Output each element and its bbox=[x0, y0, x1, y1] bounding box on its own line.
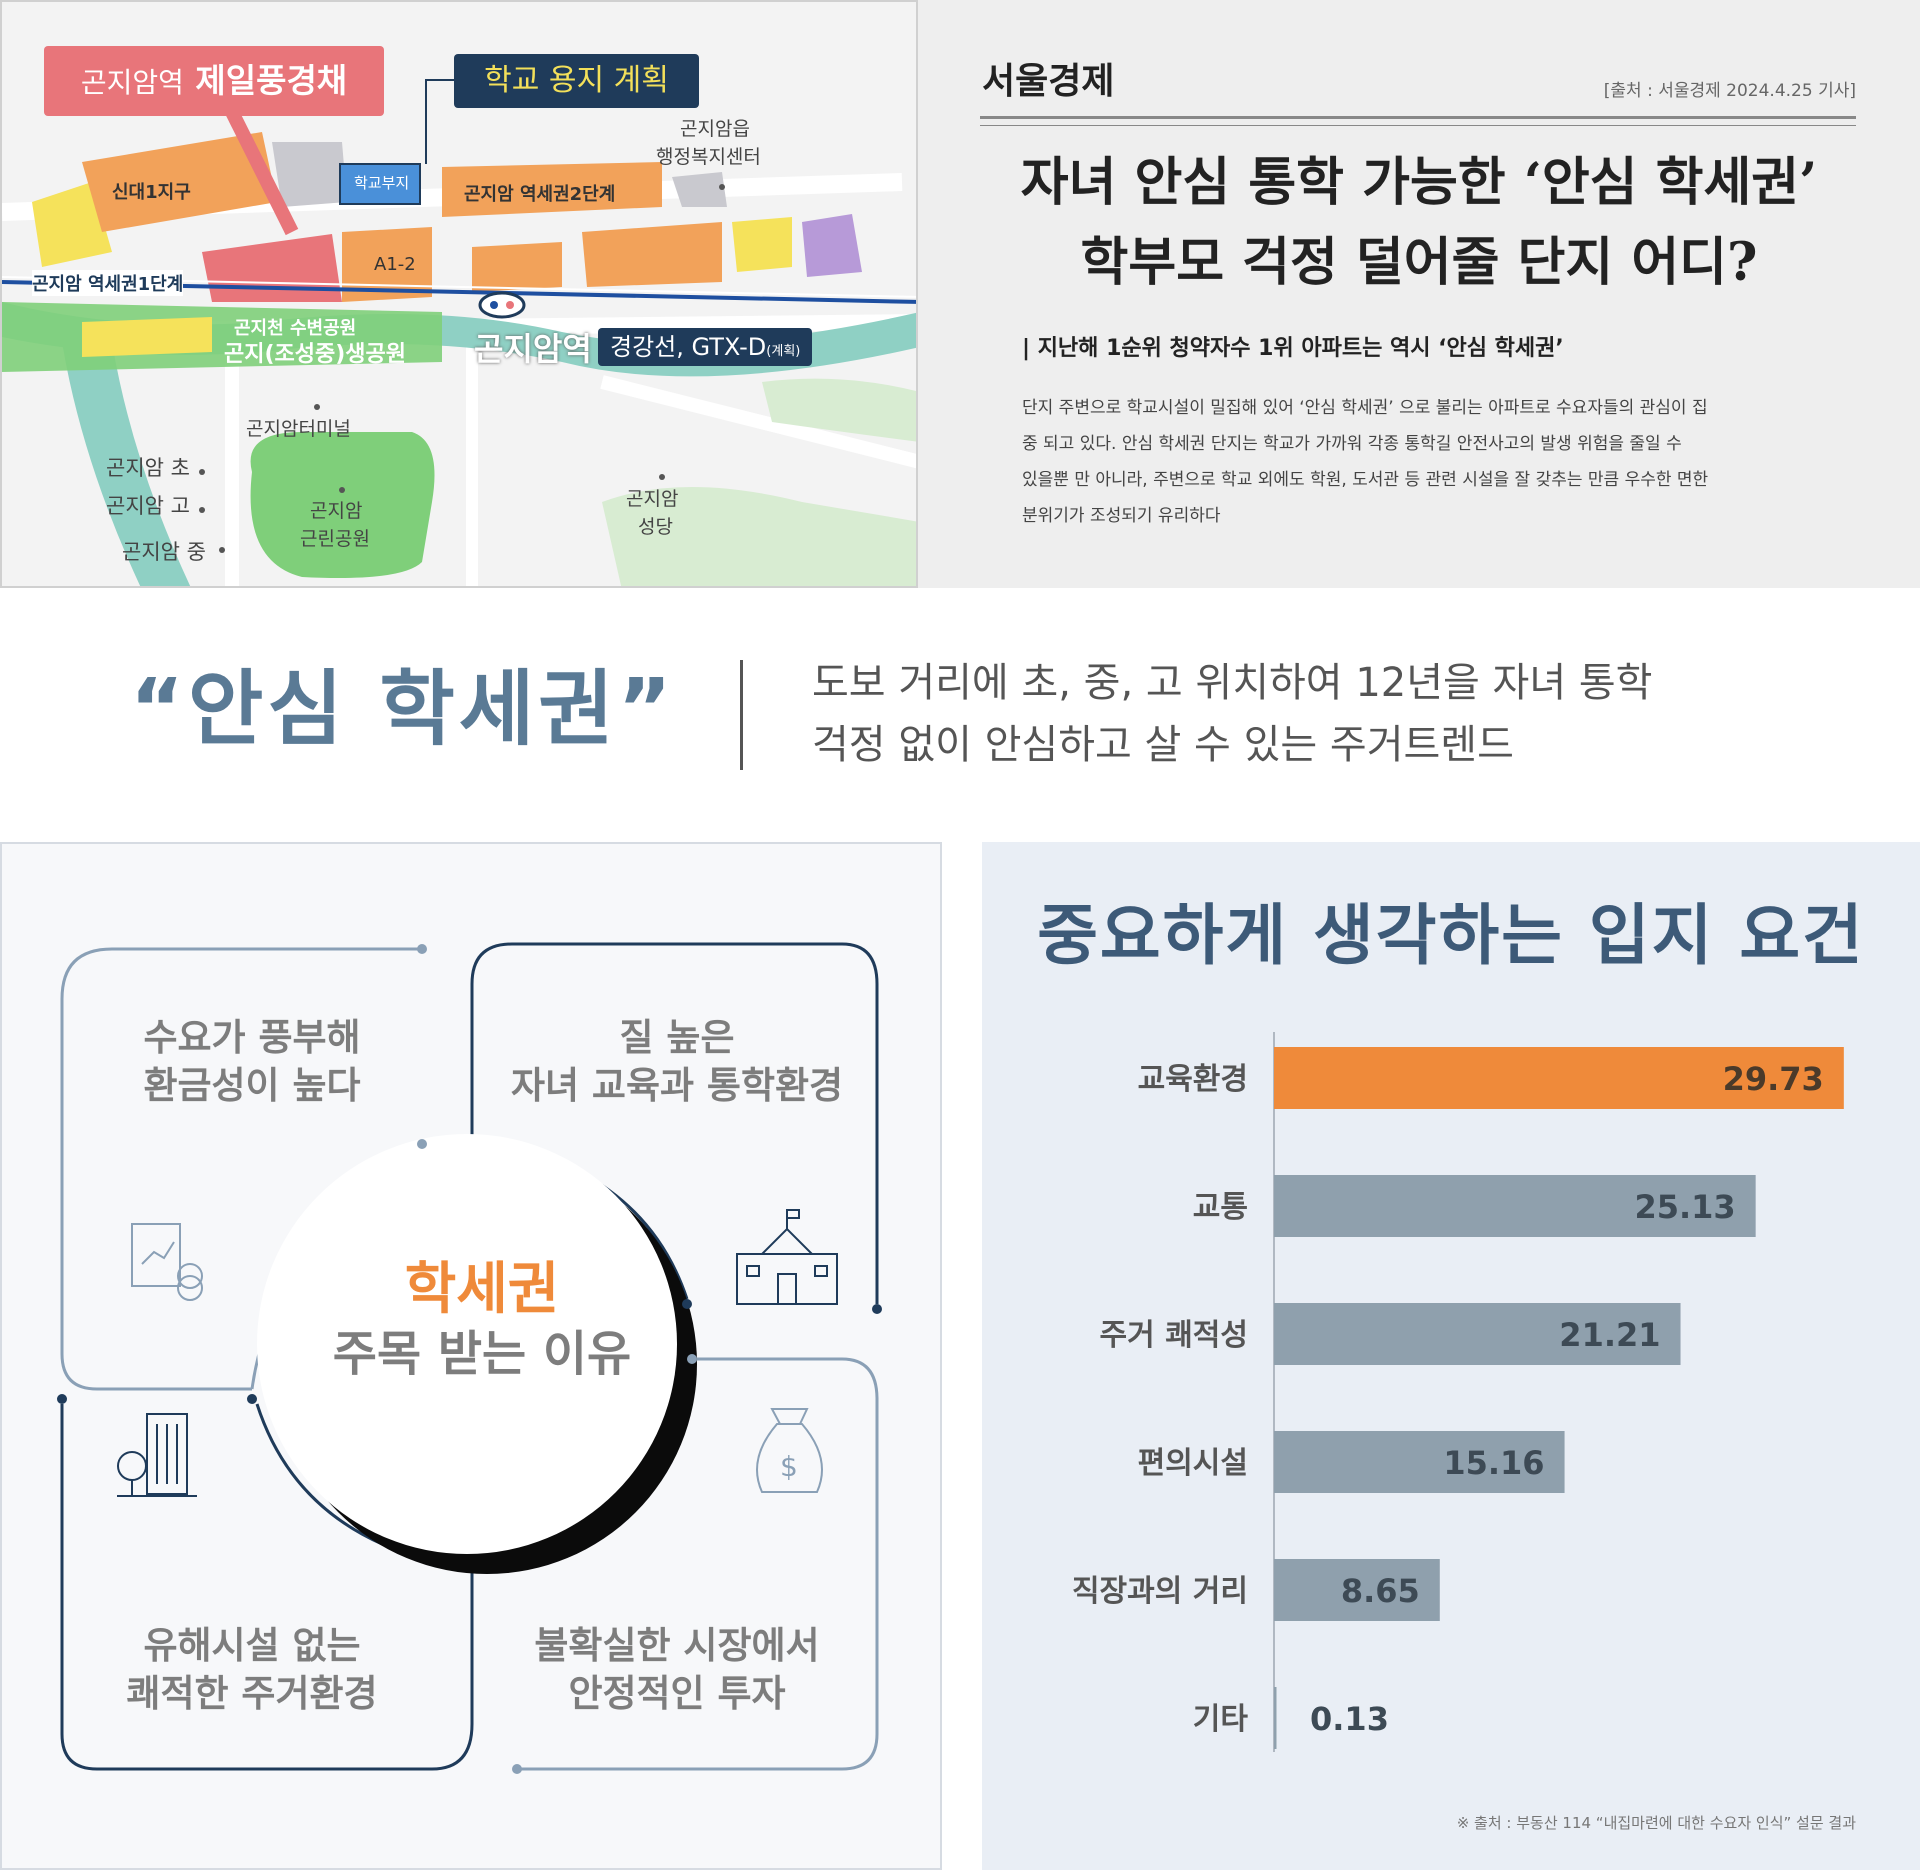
line-name: 경강선, GTX-D bbox=[610, 333, 767, 361]
map-label-middle: 곤지암 중 bbox=[122, 540, 206, 564]
reasons-diagram: $ 수요가 풍부해 환금성이 높다 질 높은 자녀 교육과 통학환경 유해시설 … bbox=[0, 842, 942, 1870]
news-brand: 서울경제 bbox=[982, 61, 1115, 102]
value-label: 25.13 bbox=[1634, 1188, 1735, 1226]
news-body-line: 중 되고 있다. 안심 학세권 단지는 학교가 가까워 각종 통학길 안전사고의… bbox=[1022, 434, 1682, 454]
bar bbox=[1274, 1687, 1277, 1749]
value-label: 21.21 bbox=[1559, 1316, 1660, 1354]
reason-environment: 유해시설 없는 쾌적한 주거환경 bbox=[92, 1622, 412, 1718]
svg-text:$: $ bbox=[780, 1450, 798, 1483]
value-label: 8.65 bbox=[1341, 1572, 1420, 1610]
slogan: “안심 학세권” bbox=[130, 662, 676, 757]
reason-investment-line1: 불확실한 시장에서 bbox=[534, 1624, 820, 1667]
map-label-station-area-1: 곤지암 역세권1단계 bbox=[32, 270, 184, 296]
bar bbox=[1274, 1047, 1844, 1109]
category-label: 주거 쾌적성 bbox=[1100, 1318, 1248, 1353]
bar bbox=[1274, 1175, 1756, 1237]
school-plan-tag: 학교 용지 계획 bbox=[454, 54, 699, 108]
news-body: 단지 주변으로 학교시설이 밀집해 있어 ‘안심 학세권’ 으로 불리는 아파트… bbox=[1022, 390, 1822, 534]
bar bbox=[1274, 1559, 1440, 1621]
category-label: 편의시설 bbox=[1138, 1446, 1248, 1481]
map-label-church-1: 곤지암 bbox=[626, 488, 679, 510]
category-label: 직장과의 거리 bbox=[1072, 1574, 1248, 1609]
news-body-line: 있을뿐 만 아니라, 주변으로 학교 외에도 학원, 도서관 등 관련 시설을 … bbox=[1022, 470, 1709, 490]
money-bag-icon: $ bbox=[756, 1408, 823, 1493]
map-label-station-area-2: 곤지암 역세권2단계 bbox=[464, 184, 616, 205]
reason-investment: 불확실한 시장에서 안정적인 투자 bbox=[502, 1622, 852, 1718]
site-name: 제일풍경채 bbox=[195, 61, 348, 100]
map-label-admin-1: 곤지암읍 bbox=[680, 118, 750, 140]
school-icon bbox=[736, 1209, 838, 1305]
news-subhead: | 지난해 1순위 청약자수 1위 아파트는 역시 ‘안심 학세권’ bbox=[1022, 336, 1564, 361]
map-label-a12: A1-2 bbox=[374, 254, 416, 275]
bar bbox=[1274, 1431, 1565, 1493]
slogan-divider bbox=[740, 660, 743, 770]
map-label-high: 곤지암 고 bbox=[106, 494, 190, 518]
reason-liquidity-line1: 수요가 풍부해 bbox=[143, 1016, 361, 1059]
location-factors-chart: 중요하게 생각하는 입지 요건 교육환경 29.73 교통 25.13 주거 쾌적성 21… bbox=[982, 842, 1920, 1870]
value-label: 29.73 bbox=[1723, 1060, 1824, 1098]
site-name-prefix: 곤지암역 bbox=[80, 66, 184, 99]
chart-source-note: ※ 출처 : 부동산 114 “내집마련에 대한 수요자 인식” 설문 결과 bbox=[1456, 1814, 1856, 1832]
category-label: 기타 bbox=[1193, 1702, 1249, 1737]
category-label: 교통 bbox=[1193, 1190, 1248, 1225]
map-label-admin-2: 행정복지센터 bbox=[656, 146, 761, 168]
line-note: (계획) bbox=[766, 344, 801, 359]
map-label-park-bottom: 곤지(조성중)생공원 bbox=[224, 342, 407, 367]
map-label-park-name-1: 곤지암 bbox=[310, 500, 363, 522]
slogan-desc-1: 도보 거리에 초, 중, 고 위치하여 12년을 자녀 통학 bbox=[812, 660, 1653, 706]
center-title: 학세권 bbox=[404, 1257, 560, 1322]
reason-environment-line1: 유해시설 없는 bbox=[143, 1624, 361, 1667]
map-label-sindae: 신대1지구 bbox=[112, 182, 191, 203]
slogan-desc-2: 걱정 없이 안심하고 살 수 있는 주거트렌드 bbox=[812, 722, 1514, 768]
map-label-line: 경강선, GTX-D(계획) bbox=[598, 328, 813, 366]
reason-education: 질 높은 자녀 교육과 통학환경 bbox=[502, 1014, 852, 1110]
building-tree-icon bbox=[117, 1413, 197, 1497]
chart-plot: 교육환경 29.73 교통 25.13 주거 쾌적성 21.21 편의시설 15.16 직장과의… bbox=[1072, 1032, 1844, 1752]
location-map: 곤지암역 제일풍경채 학교 용지 계획 곤지암읍 행정복지센터 신대1지구 학교… bbox=[0, 0, 918, 588]
reason-liquidity-line2: 환금성이 높다 bbox=[143, 1064, 361, 1107]
news-body-line: 단지 주변으로 학교시설이 밀집해 있어 ‘안심 학세권’ 으로 불리는 아파트… bbox=[1022, 398, 1708, 418]
reasons-frame: $ bbox=[57, 942, 882, 1774]
reason-liquidity: 수요가 풍부해 환금성이 높다 bbox=[102, 1014, 402, 1110]
site-name-tag: 곤지암역 제일풍경채 bbox=[44, 46, 384, 116]
reason-education-line2: 자녀 교육과 통학환경 bbox=[510, 1064, 844, 1107]
chart-title: 중요하게 생각하는 입지 요건 bbox=[1037, 897, 1865, 974]
news-divider bbox=[980, 116, 1856, 126]
map-label-station: 곤지암역 bbox=[474, 330, 592, 368]
news-clipping: 서울경제 [출처 : 서울경제 2024.4.25 기사] 자녀 안심 통학 가… bbox=[918, 0, 1920, 588]
center-subtitle: 주목 받는 이유 bbox=[332, 1326, 632, 1382]
news-headline-1: 자녀 안심 통학 가능한 ‘안심 학세권’ bbox=[1020, 152, 1818, 213]
category-label: 교육환경 bbox=[1138, 1062, 1248, 1097]
map-label-park-top: 곤지천 수변공원 bbox=[234, 318, 357, 339]
map-label-park-name-2: 근린공원 bbox=[300, 528, 370, 550]
reason-investment-line2: 안정적인 투자 bbox=[568, 1672, 786, 1715]
map-label-church-2: 성당 bbox=[638, 516, 673, 538]
bar bbox=[1274, 1303, 1681, 1365]
map-label-elementary: 곤지암 초 bbox=[106, 456, 190, 480]
chart-coins-icon bbox=[131, 1223, 203, 1301]
news-body-line: 분위기가 조성되기 유리하다 bbox=[1022, 506, 1221, 526]
reason-education-line1: 질 높은 bbox=[619, 1016, 735, 1059]
news-headline-2: 학부모 걱정 덜어줄 단지 어디? bbox=[1080, 232, 1758, 293]
map-label-terminal: 곤지암터미널 bbox=[246, 418, 351, 440]
map-label-school-site: 학교부지 bbox=[354, 174, 410, 192]
news-source: [출처 : 서울경제 2024.4.25 기사] bbox=[1603, 81, 1856, 101]
reason-environment-line2: 쾌적한 주거환경 bbox=[126, 1672, 378, 1715]
value-label: 0.13 bbox=[1310, 1700, 1389, 1738]
value-label: 15.16 bbox=[1443, 1444, 1544, 1482]
